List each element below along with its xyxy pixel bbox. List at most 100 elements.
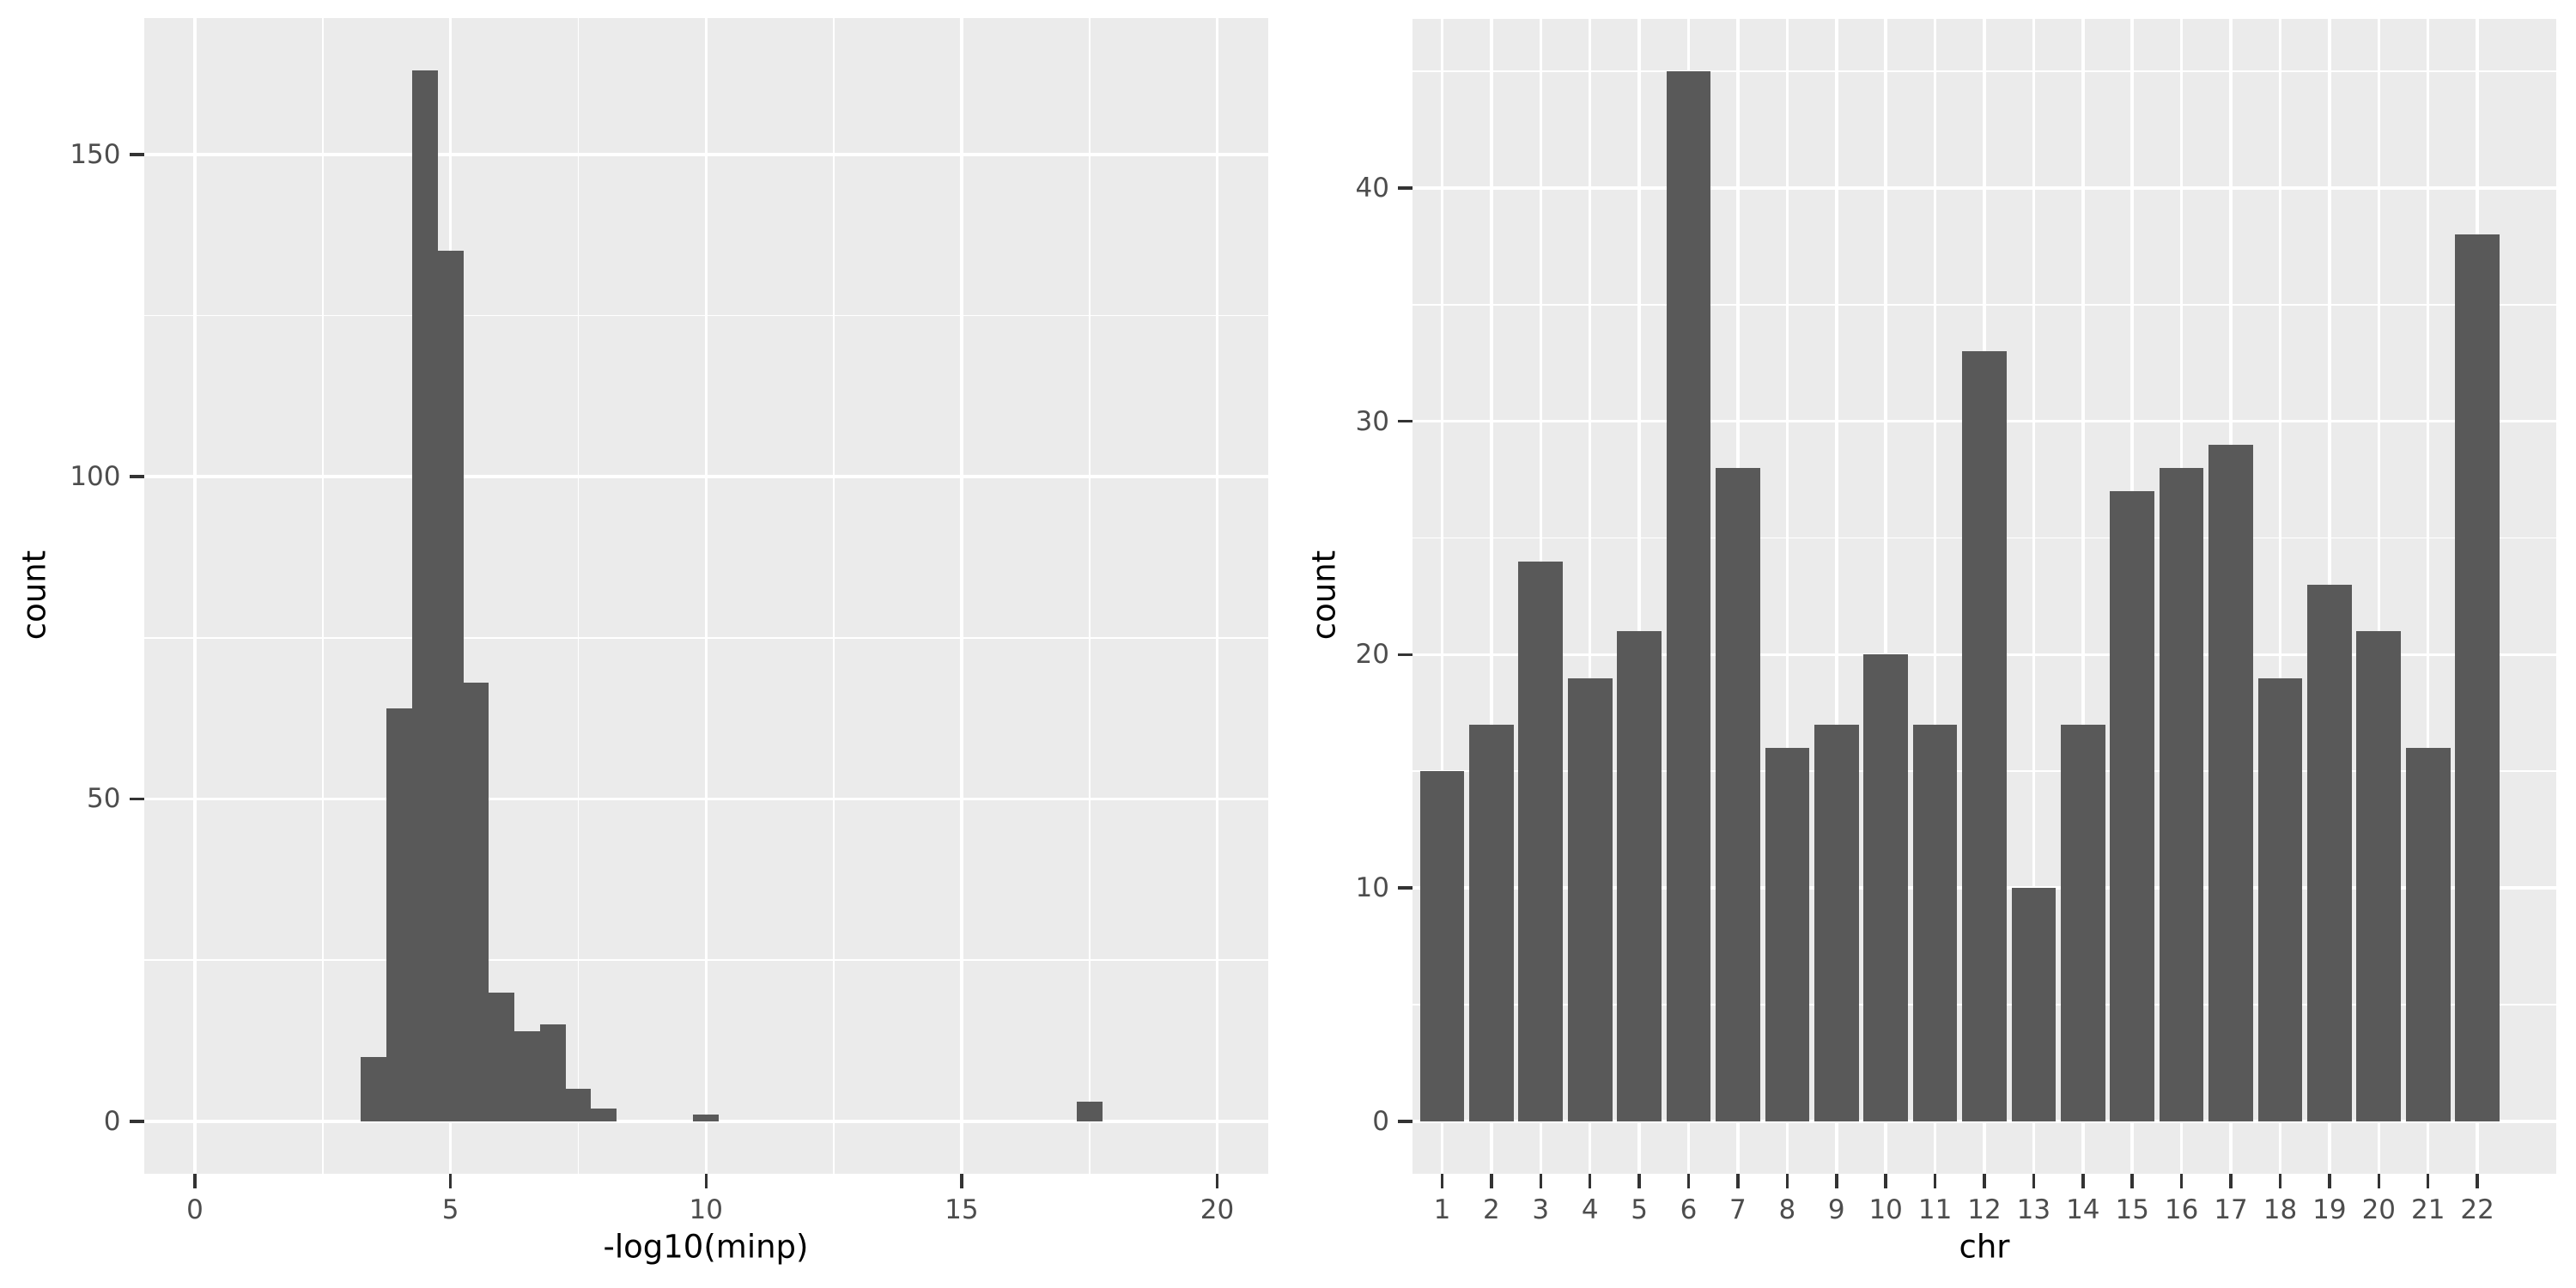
- x-tick-mark: [2130, 1174, 2134, 1188]
- grid-major-v: [2377, 19, 2381, 1174]
- grid-major-v: [1785, 19, 1789, 1174]
- x-tick-label: 17: [2214, 1194, 2248, 1225]
- y-tick-mark: [129, 153, 144, 156]
- grid-major-v: [1215, 18, 1219, 1174]
- bar-chr-8: [1765, 748, 1810, 1121]
- histogram-bar: [463, 683, 489, 1121]
- grid-major-v: [2426, 19, 2430, 1174]
- x-tick-label: 13: [2016, 1194, 2051, 1225]
- x-tick-mark: [1933, 1174, 1937, 1188]
- x-tick-mark: [1539, 1174, 1543, 1188]
- bar-chr-9: [1814, 724, 1859, 1121]
- bar-chr-20: [2356, 631, 2402, 1121]
- grid-major-v: [1490, 19, 1493, 1174]
- x-tick-label: 20: [1200, 1194, 1235, 1225]
- grid-major-v: [704, 18, 708, 1174]
- histogram-bar: [693, 1115, 720, 1121]
- x-tick-mark: [2278, 1174, 2282, 1188]
- grid-major-v: [1588, 19, 1592, 1174]
- x-tick-mark: [1785, 1174, 1789, 1188]
- x-tick-mark: [448, 1174, 453, 1188]
- x-tick-label: 19: [2312, 1194, 2347, 1225]
- y-tick-label: 100: [70, 461, 121, 493]
- bar-chr-7: [1716, 468, 1760, 1121]
- histogram-bar: [565, 1089, 592, 1121]
- histogram-bar: [361, 1056, 387, 1121]
- grid-major-v: [2081, 19, 2085, 1174]
- bar-chr-1: [1419, 771, 1465, 1121]
- bar-chr-3: [1518, 561, 1564, 1121]
- x-tick-mark: [960, 1174, 963, 1188]
- y-tick-label: 40: [1355, 172, 1389, 204]
- grid-major-v: [1637, 19, 1641, 1174]
- grid-major-v: [1440, 19, 1444, 1174]
- x-tick-label: 6: [1680, 1194, 1698, 1225]
- grid-major-v: [193, 18, 197, 1174]
- x-tick-label: 5: [1631, 1194, 1648, 1225]
- x-tick-label: 9: [1827, 1194, 1845, 1225]
- x-tick-label: 14: [2066, 1194, 2100, 1225]
- y-tick-mark: [1398, 419, 1413, 423]
- bar-chr-10: [1863, 654, 1908, 1121]
- x-tick-mark: [193, 1174, 197, 1188]
- bar-chr-14: [2060, 724, 2105, 1121]
- y-tick-label: 30: [1355, 405, 1389, 437]
- x-tick-label: 16: [2164, 1194, 2199, 1225]
- grid-minor-v: [833, 18, 835, 1174]
- left-x-axis-title: -log10(minp): [603, 1228, 809, 1266]
- right-y-axis-title: count: [1305, 550, 1343, 641]
- bar-chr-22: [2455, 234, 2500, 1121]
- x-tick-mark: [2032, 1174, 2036, 1188]
- y-tick-mark: [129, 1120, 144, 1123]
- x-tick-label: 3: [1532, 1194, 1550, 1225]
- x-tick-label: 12: [1967, 1194, 2002, 1225]
- grid-major-v: [960, 18, 963, 1174]
- x-tick-label: 15: [2115, 1194, 2149, 1225]
- x-tick-mark: [704, 1174, 708, 1188]
- x-tick-label: 10: [1868, 1194, 1903, 1225]
- bar-chr-19: [2307, 584, 2352, 1121]
- bar-chr-4: [1567, 677, 1613, 1121]
- y-tick-label: 0: [103, 1105, 121, 1137]
- left-y-axis-title: count: [15, 550, 53, 641]
- grid-minor-v: [1088, 18, 1091, 1174]
- y-tick-mark: [1398, 1120, 1413, 1123]
- histogram-bar: [591, 1108, 617, 1121]
- right-x-axis-title: chr: [1959, 1228, 2010, 1266]
- bar-chr-18: [2257, 677, 2303, 1121]
- x-tick-mark: [2476, 1174, 2479, 1188]
- histogram-bar: [386, 708, 412, 1121]
- bar-chr-2: [1469, 724, 1514, 1121]
- x-tick-mark: [2377, 1174, 2381, 1188]
- bar-chr-13: [2011, 888, 2057, 1121]
- y-tick-label: 20: [1355, 639, 1389, 671]
- histogram-bar: [437, 251, 464, 1121]
- x-tick-label: 20: [2361, 1194, 2397, 1225]
- x-tick-mark: [2328, 1174, 2331, 1188]
- histogram-bar: [514, 1030, 540, 1121]
- x-tick-mark: [1588, 1174, 1592, 1188]
- x-tick-mark: [2426, 1174, 2430, 1188]
- y-tick-label: 0: [1372, 1105, 1389, 1137]
- x-tick-label: 22: [2460, 1194, 2494, 1225]
- bar-chr-17: [2208, 444, 2253, 1121]
- histogram-bar: [539, 1024, 566, 1121]
- x-tick-mark: [1983, 1174, 1986, 1188]
- x-tick-label: 0: [186, 1194, 204, 1225]
- x-tick-mark: [1440, 1174, 1444, 1188]
- x-tick-label: 8: [1778, 1194, 1796, 1225]
- x-tick-label: 4: [1581, 1194, 1599, 1225]
- y-tick-mark: [1398, 886, 1413, 890]
- x-tick-mark: [1637, 1174, 1641, 1188]
- grid-major-v: [1933, 19, 1937, 1174]
- y-tick-label: 10: [1355, 872, 1389, 904]
- x-tick-label: 1: [1433, 1194, 1451, 1225]
- bar-chr-6: [1666, 71, 1711, 1121]
- y-tick-mark: [1398, 653, 1413, 657]
- y-tick-mark: [129, 475, 144, 478]
- x-tick-mark: [2229, 1174, 2233, 1188]
- x-tick-mark: [1835, 1174, 1838, 1188]
- x-tick-mark: [2081, 1174, 2085, 1188]
- x-tick-label: 5: [441, 1194, 459, 1225]
